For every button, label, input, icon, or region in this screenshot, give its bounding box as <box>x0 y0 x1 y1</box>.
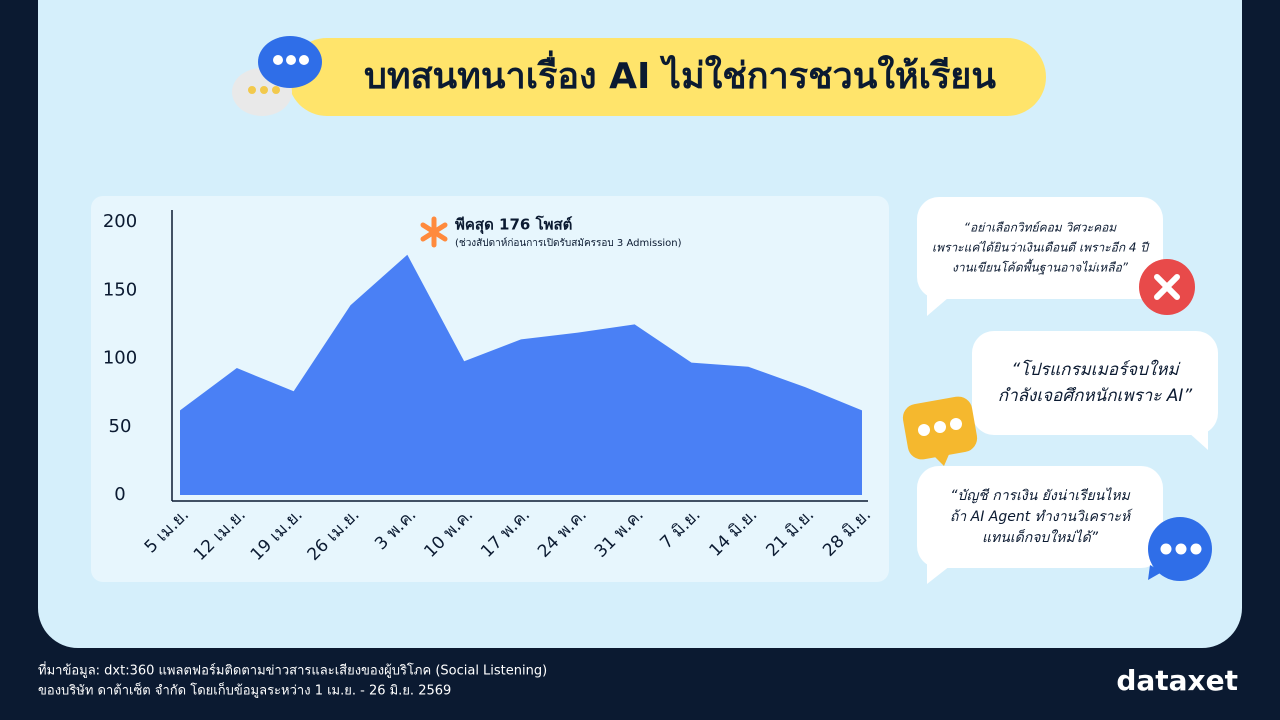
title: บทสนทนาเรื่อง AI ไม่ใช่การชวนให้เรียน <box>364 50 996 97</box>
title-pill <box>288 38 1046 116</box>
logo: dataxet <box>1116 664 1238 697</box>
quote-line: “โปรแกรมเมอร์จบใหม่ <box>1011 359 1180 380</box>
chat-icon <box>232 36 322 116</box>
quote-bubble <box>917 466 1163 584</box>
quote-line: ถ้า AI Agent ทำงานวิเคราะห์ <box>950 508 1133 525</box>
area <box>180 254 862 495</box>
quote-line: “อย่าเลือกวิทย์คอม วิศวะคอม <box>964 221 1118 235</box>
quote-line: งานเขียนโค้ดพื้นฐานอาจไม่เหลือ” <box>952 259 1129 276</box>
quote-line: “บัญชี การเงิน ยังน่าเรียนไหม <box>950 487 1130 504</box>
source-note: ที่มาข้อมูล: dxt:360 แพลตฟอร์มติดตามข่าว… <box>38 662 547 679</box>
chat-icon <box>1148 517 1212 581</box>
y-tick-label: 100 <box>103 348 137 369</box>
annotation-title: พีคสุด 176 โพสต์ <box>455 215 572 235</box>
annotation-subtitle: (ช่วงสัปดาห์ก่อนการเปิดรับสมัครรอบ 3 Adm… <box>455 237 682 249</box>
chat-icon <box>902 396 978 466</box>
y-tick-label: 0 <box>114 484 125 505</box>
y-tick-label: 50 <box>109 416 132 437</box>
source-note: ของบริษัท ดาต้าเซ็ต จำกัด โดยเก็บข้อมูลร… <box>38 681 451 699</box>
quote-bubble <box>917 197 1163 316</box>
quote-line: เพราะแค่ได้ยินว่าเงินเดือนดี เพราะอีก 4 … <box>932 241 1150 255</box>
peak-star <box>420 216 448 248</box>
y-tick-label: 200 <box>103 211 137 232</box>
y-tick-label: 150 <box>103 279 137 300</box>
quote-line: กำลังเจอศึกหนักเพราะ AI” <box>998 386 1193 406</box>
quotes: “อย่าเลือกวิทย์คอม วิศวะคอมเพราะแค่ได้ยิ… <box>932 221 1192 547</box>
quote-line: แทนเด็กจบใหม่ได้” <box>982 529 1099 546</box>
x-icon <box>1139 259 1195 315</box>
quote-bubble <box>972 331 1218 450</box>
